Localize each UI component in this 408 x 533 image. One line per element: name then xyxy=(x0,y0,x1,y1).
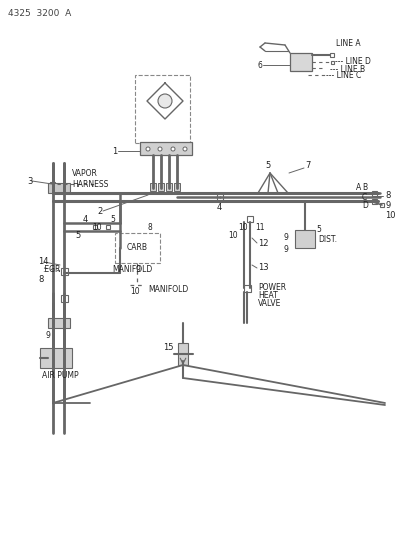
Text: --- LINE C: --- LINE C xyxy=(326,71,361,80)
Bar xyxy=(380,203,384,207)
Text: 2: 2 xyxy=(97,206,102,215)
Bar xyxy=(150,183,156,191)
Bar xyxy=(93,225,97,229)
Text: 9: 9 xyxy=(283,233,288,243)
Text: AIR PUMP: AIR PUMP xyxy=(42,370,79,379)
Bar xyxy=(247,216,253,222)
Text: HEAT: HEAT xyxy=(258,292,278,301)
Circle shape xyxy=(183,147,187,151)
Circle shape xyxy=(158,147,162,151)
Circle shape xyxy=(158,94,172,108)
Text: 5: 5 xyxy=(316,224,321,233)
Text: D: D xyxy=(362,200,368,209)
Bar xyxy=(135,75,190,143)
Text: 9: 9 xyxy=(135,264,140,273)
Text: 5: 5 xyxy=(265,160,270,169)
Text: POWER: POWER xyxy=(258,284,286,293)
Bar xyxy=(166,183,172,191)
Text: 4: 4 xyxy=(83,215,88,224)
Text: 10: 10 xyxy=(130,287,140,295)
Text: 10: 10 xyxy=(238,223,248,232)
Bar xyxy=(40,348,72,368)
Bar xyxy=(372,198,377,204)
Bar xyxy=(49,182,55,187)
Text: MANIFOLD: MANIFOLD xyxy=(148,286,188,295)
Bar xyxy=(330,61,333,63)
Text: 4: 4 xyxy=(217,203,222,212)
Text: 3: 3 xyxy=(27,176,32,185)
Bar xyxy=(330,53,334,57)
Text: 7: 7 xyxy=(305,161,310,171)
Circle shape xyxy=(171,147,175,151)
Text: 14: 14 xyxy=(38,257,49,266)
Text: VALVE: VALVE xyxy=(258,300,282,309)
Bar xyxy=(60,295,67,302)
Text: --- LINE D: --- LINE D xyxy=(335,58,371,67)
Text: 15: 15 xyxy=(163,343,173,351)
Text: 10: 10 xyxy=(92,223,102,232)
Text: VAPOR
HARNESS: VAPOR HARNESS xyxy=(72,169,109,189)
Circle shape xyxy=(146,147,150,151)
Bar xyxy=(48,318,70,328)
Text: 9: 9 xyxy=(46,332,51,341)
Text: 13: 13 xyxy=(258,263,268,272)
Text: 9: 9 xyxy=(283,246,288,254)
Text: 6: 6 xyxy=(258,61,263,69)
Bar xyxy=(178,343,188,365)
Text: C: C xyxy=(362,192,367,201)
Text: 12: 12 xyxy=(258,238,268,247)
Text: DIST.: DIST. xyxy=(318,235,337,244)
Bar xyxy=(140,142,192,155)
Text: .EGR: .EGR xyxy=(42,265,60,274)
Text: 11: 11 xyxy=(255,223,264,232)
Bar xyxy=(290,53,312,71)
Text: 10: 10 xyxy=(385,212,395,221)
Text: 5: 5 xyxy=(75,230,80,239)
Text: 1: 1 xyxy=(112,147,117,156)
Text: MANIFOLD: MANIFOLD xyxy=(112,264,152,273)
Text: --- LINE B: --- LINE B xyxy=(330,64,365,74)
Text: 8: 8 xyxy=(148,223,153,232)
Bar xyxy=(48,183,70,193)
Text: 8: 8 xyxy=(385,191,390,200)
Bar xyxy=(174,183,180,191)
Text: A: A xyxy=(356,182,361,191)
Text: B: B xyxy=(362,182,367,191)
Text: 9: 9 xyxy=(385,200,390,209)
Bar xyxy=(295,230,315,248)
Bar xyxy=(244,285,251,292)
Bar xyxy=(217,194,223,200)
Bar xyxy=(60,268,67,274)
Text: 8: 8 xyxy=(38,276,43,285)
Text: 5: 5 xyxy=(110,215,115,224)
Text: 4325  3200  A: 4325 3200 A xyxy=(8,9,71,18)
Text: LINE A: LINE A xyxy=(336,38,361,47)
Text: 10: 10 xyxy=(228,230,237,239)
Bar xyxy=(158,183,164,191)
Text: CARB: CARB xyxy=(126,244,148,253)
Bar xyxy=(115,233,160,263)
Bar xyxy=(106,225,110,229)
Bar xyxy=(372,190,377,196)
